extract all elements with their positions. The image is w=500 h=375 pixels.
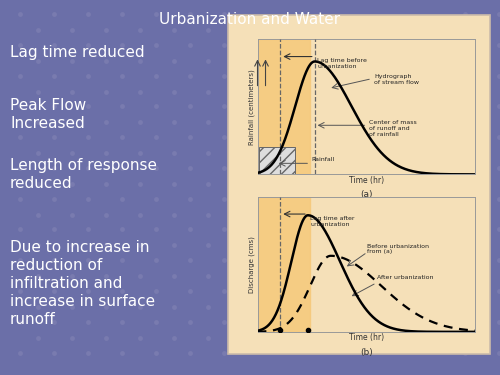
Text: Before urbanization
from (a): Before urbanization from (a) bbox=[368, 243, 430, 254]
X-axis label: Time (hr): Time (hr) bbox=[348, 176, 384, 185]
Y-axis label: Discharge (cms): Discharge (cms) bbox=[248, 236, 254, 293]
Text: (b): (b) bbox=[360, 348, 372, 357]
Text: Hydrograph
of stream flow: Hydrograph of stream flow bbox=[374, 74, 420, 84]
Bar bbox=[258, 39, 310, 174]
Bar bbox=[258, 147, 296, 174]
Text: Urbanization and Water: Urbanization and Water bbox=[160, 12, 340, 27]
Y-axis label: Rainfall (centimeters): Rainfall (centimeters) bbox=[248, 69, 254, 145]
Text: Rainfall: Rainfall bbox=[312, 157, 334, 162]
Text: Center of mass
of runoff and
of rainfall: Center of mass of runoff and of rainfall bbox=[368, 120, 416, 137]
Text: Due to increase in
reduction of
infiltration and
increase in surface
runoff: Due to increase in reduction of infiltra… bbox=[10, 240, 155, 327]
Text: Peak Flow
Increased: Peak Flow Increased bbox=[10, 98, 86, 130]
Text: After urbanization: After urbanization bbox=[376, 275, 433, 280]
X-axis label: Time (hr): Time (hr) bbox=[348, 333, 384, 342]
Bar bbox=[228, 15, 490, 354]
Bar bbox=[258, 197, 310, 332]
Text: Lag time reduced: Lag time reduced bbox=[10, 45, 144, 60]
Text: Length of response
reduced: Length of response reduced bbox=[10, 158, 157, 190]
Text: Lag time before
urbanization: Lag time before urbanization bbox=[317, 58, 367, 69]
Text: (a): (a) bbox=[360, 190, 372, 200]
Text: Lag time after
urbanization: Lag time after urbanization bbox=[310, 216, 354, 227]
